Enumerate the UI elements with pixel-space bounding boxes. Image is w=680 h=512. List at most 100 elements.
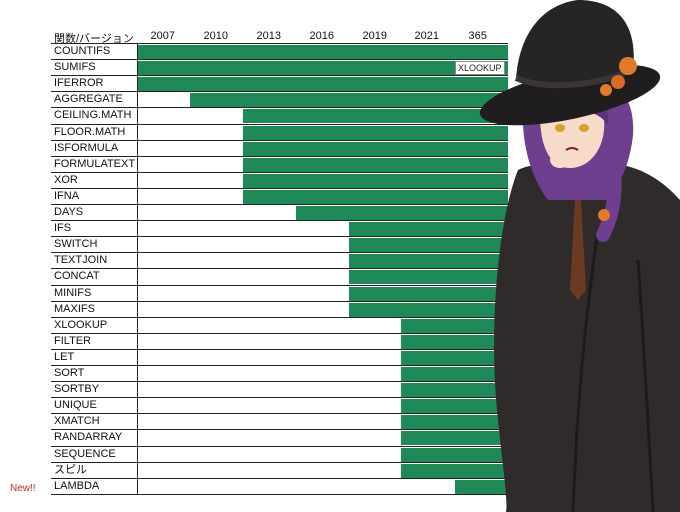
function-label: IFS	[54, 222, 72, 235]
hand	[550, 152, 570, 168]
function-label: AGGREGATE	[54, 93, 123, 106]
function-label: DAYS	[54, 206, 84, 218]
function-label: XOR	[54, 173, 78, 186]
function-label: MINIFS	[54, 286, 92, 299]
row-rule	[51, 381, 508, 383]
row-rule	[51, 171, 508, 173]
row-rule	[51, 91, 508, 93]
function-label: SORT	[54, 367, 85, 379]
availability-bar	[401, 367, 508, 382]
cloak-fold	[636, 259, 655, 512]
function-label: SEQUENCE	[54, 447, 116, 460]
function-label: IFERROR	[54, 77, 104, 90]
hat-crown	[516, 0, 634, 87]
row-rule	[51, 220, 508, 222]
version-label-2010: 2010	[203, 30, 228, 42]
hair-ribbon	[598, 209, 610, 221]
function-label: FLOOR.MATH	[54, 125, 126, 138]
availability-bar	[243, 173, 508, 188]
function-label: RANDARRAY	[54, 431, 123, 444]
availability-bar	[401, 350, 508, 365]
header-rule	[51, 43, 508, 44]
function-label: XLOOKUP	[54, 318, 108, 331]
row-rule	[51, 123, 508, 125]
availability-bar	[401, 415, 508, 430]
availability-bar	[243, 125, 508, 140]
right-eye	[579, 124, 589, 132]
availability-bar	[401, 399, 508, 414]
row-rule	[51, 75, 508, 77]
function-label: IFNA	[54, 189, 80, 202]
availability-bar	[137, 77, 508, 92]
row-rule	[51, 332, 508, 334]
function-label: SUMIFS	[54, 61, 96, 74]
function-label: LAMBDA	[54, 479, 100, 492]
availability-bar	[401, 318, 508, 333]
availability-bar	[401, 383, 508, 398]
row-rule	[51, 429, 508, 431]
row-rule	[51, 397, 508, 399]
function-label: スピル	[54, 463, 87, 476]
row-rule	[51, 155, 508, 157]
cloak	[494, 163, 680, 512]
character-illustration	[479, 0, 680, 512]
hat-flower	[619, 57, 637, 75]
left-eye	[555, 124, 565, 132]
availability-bar	[296, 206, 508, 221]
hat-flower	[600, 84, 612, 96]
row-rule	[51, 187, 508, 189]
availability-bar	[349, 302, 508, 317]
tie	[570, 200, 586, 300]
availability-bar	[401, 431, 508, 446]
availability-bar	[349, 270, 508, 285]
row-rule	[51, 477, 508, 479]
row-rule	[51, 284, 508, 286]
row-rule	[51, 59, 508, 61]
function-label: FORMULATEXT	[54, 157, 136, 170]
function-label: SORTBY	[54, 383, 100, 396]
new-label: New!!	[10, 483, 36, 494]
version-label-2021: 2021	[414, 30, 439, 42]
row-rule	[51, 236, 508, 238]
row-rule	[51, 204, 508, 205]
row-rule	[51, 139, 508, 141]
function-label: FILTER	[54, 334, 92, 347]
availability-bar	[349, 238, 508, 253]
function-label: CONCAT	[54, 270, 100, 283]
row-rule	[51, 348, 508, 350]
version-label-2007: 2007	[150, 30, 175, 42]
availability-bar	[243, 109, 508, 124]
function-label: TEXTJOIN	[54, 254, 108, 267]
availability-bar	[349, 222, 508, 237]
function-label: MAXIFS	[54, 302, 95, 315]
availability-bar	[243, 141, 508, 156]
row-rule	[51, 107, 508, 109]
availability-bar	[401, 334, 508, 349]
availability-bar	[349, 286, 508, 301]
cloak-fold	[571, 229, 600, 512]
function-label: SWITCH	[54, 238, 98, 251]
name-column-border	[137, 44, 138, 495]
mouth	[565, 147, 579, 151]
availability-bar	[401, 447, 508, 462]
header-label: 関数/バージョン	[54, 33, 134, 45]
row-rule	[51, 316, 508, 318]
availability-bar	[137, 61, 508, 76]
row-rule	[51, 300, 508, 302]
availability-bar	[243, 189, 508, 204]
version-label-2019: 2019	[362, 30, 387, 42]
availability-bar	[190, 93, 508, 108]
row-rule	[51, 268, 508, 270]
availability-bar	[137, 45, 508, 60]
availability-bar	[349, 254, 508, 269]
row-rule	[51, 413, 508, 415]
availability-bar	[243, 157, 508, 172]
version-label-365: 365	[468, 30, 487, 42]
row-rule	[51, 252, 508, 254]
xlookup-callout: XLOOKUP	[455, 61, 505, 75]
version-label-2016: 2016	[309, 30, 334, 42]
row-rule	[51, 445, 508, 447]
function-label: UNIQUE	[54, 399, 97, 412]
braid	[596, 133, 622, 242]
